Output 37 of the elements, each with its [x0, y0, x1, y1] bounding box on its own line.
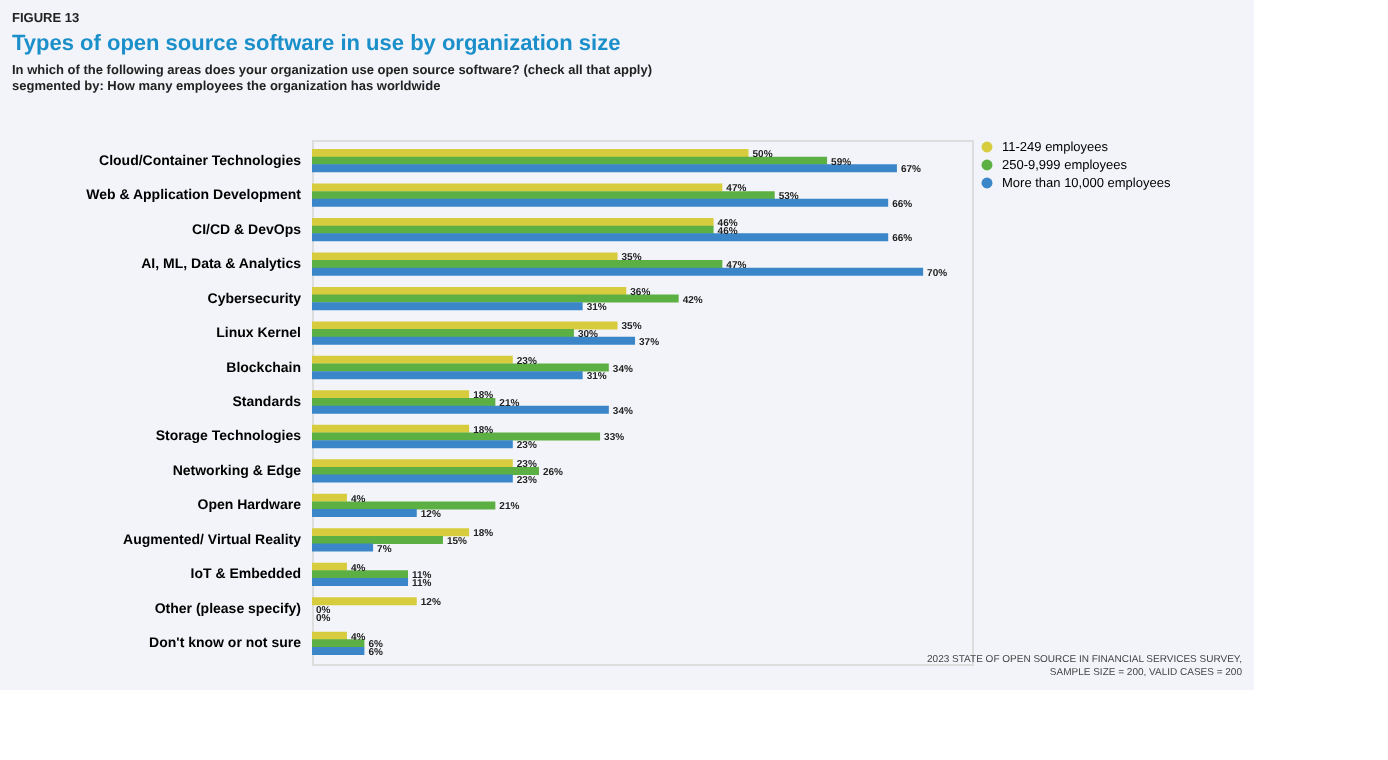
bar [312, 405, 609, 414]
chart-title: Types of open source software in use by organization size [12, 32, 621, 56]
bar [312, 336, 636, 345]
bar [312, 198, 889, 207]
bar [312, 390, 470, 399]
bar [312, 183, 723, 192]
bar [312, 217, 714, 226]
bar [312, 260, 723, 269]
bar [312, 321, 618, 330]
bar [312, 329, 574, 338]
bar [312, 639, 365, 648]
bar [312, 371, 583, 380]
bar [312, 432, 601, 441]
bar [312, 149, 749, 158]
bar [312, 286, 627, 295]
bar [312, 252, 618, 261]
bar [312, 440, 513, 449]
bar [312, 578, 409, 587]
bar [312, 501, 496, 510]
bar [312, 459, 513, 468]
bar [312, 191, 775, 200]
bar [312, 528, 470, 537]
bar [312, 294, 679, 303]
bar [312, 474, 513, 483]
bar [312, 597, 417, 606]
bar [312, 233, 889, 242]
bar [312, 267, 924, 276]
bar [312, 509, 417, 518]
bar [312, 466, 539, 475]
bar [312, 570, 409, 579]
bar [312, 543, 374, 552]
bar [312, 355, 513, 364]
bar [312, 302, 583, 311]
bar [312, 535, 443, 544]
bar [312, 398, 496, 406]
bar [312, 164, 897, 173]
bar [312, 646, 365, 655]
